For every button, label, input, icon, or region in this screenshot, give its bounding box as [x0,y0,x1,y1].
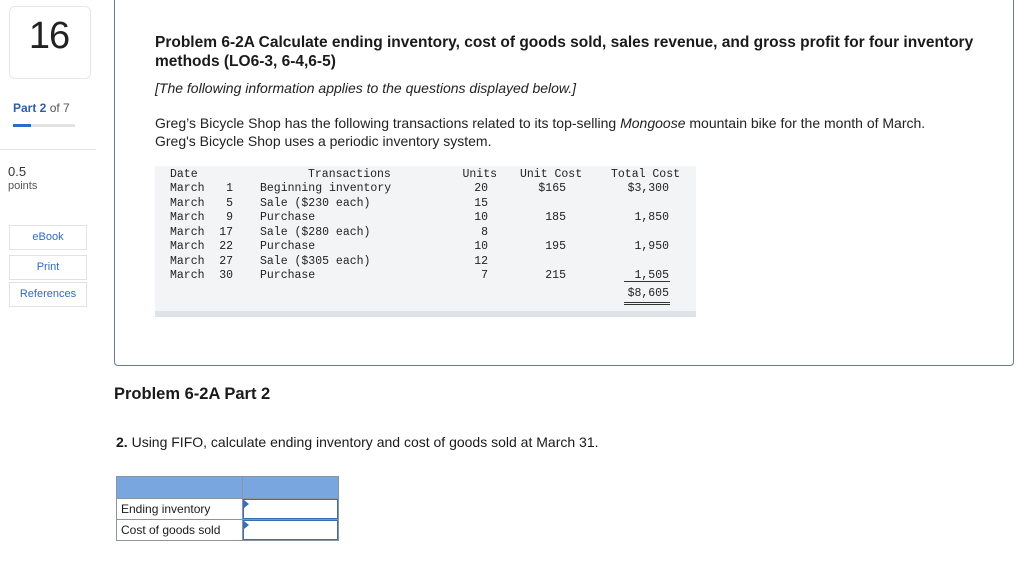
row-units: 8 [481,225,488,239]
part-progress-fill [13,124,31,127]
header-units: Units [462,168,497,181]
row-description: Purchase [260,240,316,253]
cost-of-goods-sold-cell [242,519,339,541]
row-month: March [170,240,205,253]
total-underline [624,281,670,282]
row-month: March [170,211,205,224]
row-month: March [170,182,205,195]
cost-of-goods-sold-label: Cost of goods sold [116,519,243,541]
row-units: 10 [474,240,488,253]
row-description: Sale ($230 each) [260,196,371,210]
row-unit-cost: 215 [545,269,566,282]
row-total-cost: 1,850 [634,211,669,224]
table-bottom-bar [155,311,696,317]
row-total-cost: $3,300 [627,182,669,195]
header-total-cost: Total Cost [611,168,681,181]
answer-header-row [116,476,339,499]
print-button[interactable]: Print [9,255,87,280]
sidebar-divider [0,149,96,150]
points-label: points [8,180,38,192]
row-description: Sale ($280 each) [260,225,371,239]
part-current: Part 2 [13,101,47,115]
row-description: Beginning inventory [260,182,392,195]
info-note: [The following information applies to th… [155,80,577,96]
row-day: 5 [226,196,233,210]
part2-heading: Problem 6-2A Part 2 [114,385,271,403]
row-month: March [170,196,205,210]
ending-inventory-input[interactable] [243,499,338,519]
header-unit-cost: Unit Cost [520,168,583,181]
row-month: March [170,269,205,282]
row-description: Purchase [260,211,316,224]
cost-of-goods-sold-input[interactable] [243,520,338,540]
ebook-button[interactable]: eBook [9,225,87,250]
answer-header-label-cell [116,476,243,499]
table-row: March 27 Sale ($305 each) 12 [155,255,696,269]
answer-row-ending-inventory: Ending inventory [116,498,339,520]
transactions-table: Date Transactions Units Unit Cost Total … [155,166,696,317]
table-row: March 30 Purchase 7 215 1,505 [155,269,696,283]
part-indicator: Part 2 of 7 [13,101,70,115]
row-units: 7 [481,269,488,282]
grand-total-row: $8,605 [155,287,696,301]
row-day: 1 [226,182,233,195]
info-paragraph: Greg’s Bicycle Shop has the following tr… [155,114,955,150]
input-marker-icon [244,500,249,508]
row-day: 9 [226,211,233,224]
problem-info-panel [114,0,1014,366]
points-value: 0.5 [8,164,27,179]
table-row: March 1 Beginning inventory 20 $165 $3,300 [155,182,696,196]
table-row: March 17 Sale ($280 each) 8 [155,226,696,240]
row-day: 22 [219,240,233,253]
input-marker-icon [244,521,249,529]
answer-header-value-cell [242,476,339,499]
row-units: 10 [474,211,488,224]
row-month: March [170,225,205,239]
part-total: of 7 [49,101,70,115]
row-total-cost: 1,505 [634,269,669,282]
row-day: 30 [219,269,233,282]
total-double-underline-bottom [624,304,670,305]
row-day: 17 [219,225,233,239]
table-row: March 5 Sale ($230 each) 15 [155,197,696,211]
ending-inventory-cell [242,498,339,520]
row-description: Purchase [260,269,316,282]
header-transactions: Transactions [308,168,391,181]
row-units: 12 [474,254,488,268]
row-day: 27 [219,254,233,268]
table-header-row: Date Transactions Units Unit Cost Total … [155,168,696,182]
paragraph-end: mountain bike for the month of March. Gr… [155,115,926,149]
part2-question: 2. Using FIFO, calculate ending inventor… [116,434,599,450]
row-unit-cost: $165 [538,182,566,195]
ending-inventory-label: Ending inventory [116,498,243,520]
row-description: Sale ($305 each) [260,254,371,268]
grand-total: $8,605 [627,287,669,300]
question-text: Using FIFO, calculate ending inventory a… [127,434,599,450]
row-units: 15 [474,196,488,210]
answer-table: Ending inventory Cost of goods sold [116,476,339,541]
row-total-cost: 1,950 [634,240,669,253]
paragraph-start: Greg’s Bicycle Shop has the following tr… [155,115,621,131]
total-double-underline-top [624,302,670,303]
problem-title: Problem 6-2A Calculate ending inventory,… [155,34,974,70]
row-units: 20 [474,182,488,195]
row-unit-cost: 185 [545,211,566,224]
references-button[interactable]: References [9,282,87,307]
question-number: 16 [28,15,70,57]
table-row: March 22 Purchase 10 195 1,950 [155,240,696,254]
product-name: Mongoose [620,115,686,131]
question-number-card: 16 [9,6,91,79]
question-number-label: 2. [116,434,128,450]
row-month: March [170,254,205,268]
header-date: Date [170,168,198,181]
answer-row-cost-of-goods-sold: Cost of goods sold [116,519,339,541]
table-row: March 9 Purchase 10 185 1,850 [155,211,696,225]
part-progress-bar [13,124,75,127]
row-unit-cost: 195 [545,240,566,253]
